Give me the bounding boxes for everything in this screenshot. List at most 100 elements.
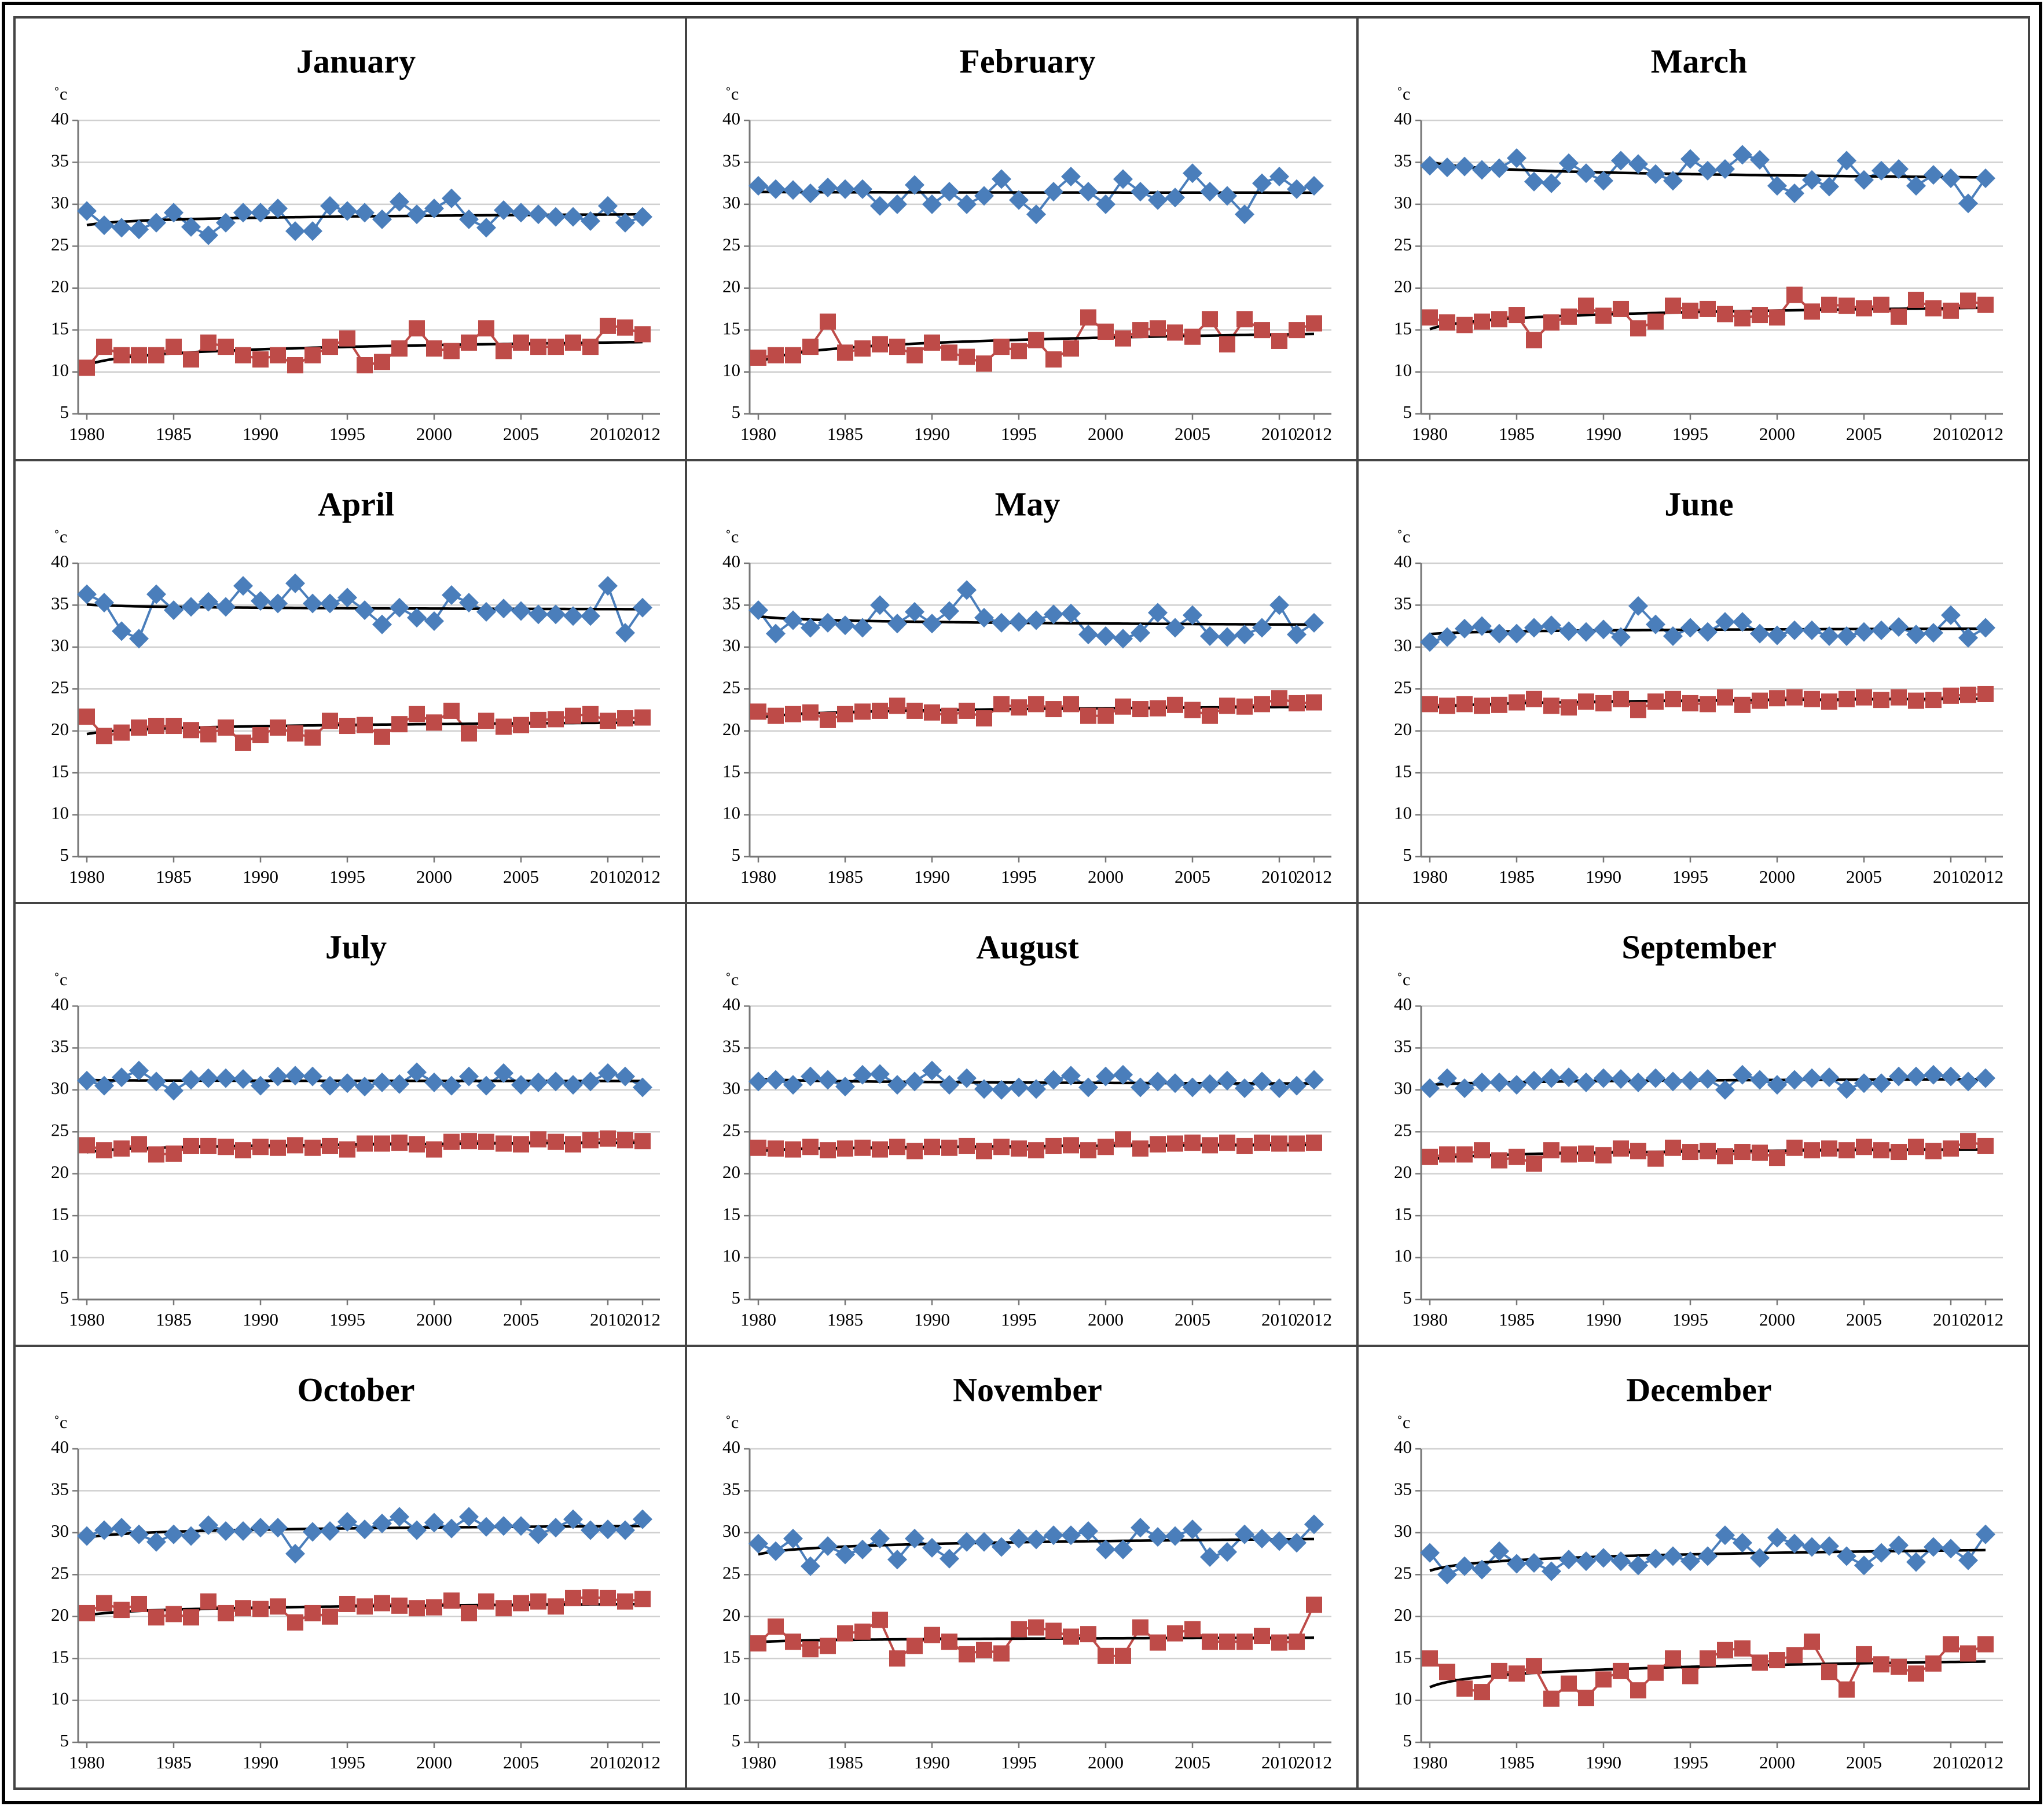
y-tick-label: 40 (1394, 108, 1412, 129)
point (199, 1068, 218, 1088)
point (907, 1143, 923, 1159)
point (941, 1139, 957, 1156)
point (251, 1075, 270, 1096)
point (1131, 1077, 1150, 1097)
point (268, 199, 288, 219)
y-tick-label: 20 (722, 1162, 740, 1182)
x-tick-label: 2012 (1296, 424, 1332, 444)
point (1752, 1654, 1768, 1671)
point (252, 351, 269, 368)
point (1889, 159, 1909, 179)
point (1559, 621, 1579, 641)
panel-border (685, 16, 1359, 461)
x-tick-label: 2010 (590, 1309, 626, 1330)
point (802, 1641, 819, 1658)
point (1472, 616, 1492, 636)
point (1202, 311, 1218, 328)
y-tick-label: 15 (51, 1646, 69, 1666)
x-tick-label: 2005 (1175, 424, 1210, 444)
point (1115, 1647, 1131, 1664)
y-axis-unit: ˚c (1397, 527, 1410, 546)
y-tick-label: 10 (722, 1246, 740, 1266)
point (390, 1507, 409, 1527)
point (854, 1139, 871, 1156)
point (1509, 694, 1525, 711)
y-tick-label: 25 (722, 1562, 740, 1583)
point (1271, 332, 1287, 349)
point (1167, 696, 1183, 713)
point (337, 588, 357, 608)
point (252, 1139, 269, 1155)
y-tick-label: 5 (60, 402, 69, 422)
point (1200, 1547, 1220, 1567)
point (959, 702, 975, 719)
point (820, 1142, 836, 1159)
y-tick-label: 20 (722, 719, 740, 739)
point (1871, 1543, 1891, 1563)
point (511, 1075, 531, 1095)
point (443, 343, 460, 359)
y-tick-label: 30 (1394, 635, 1412, 655)
point (216, 1521, 236, 1541)
point (1306, 1596, 1322, 1613)
point (905, 1528, 924, 1548)
point (424, 199, 444, 219)
point (940, 1548, 959, 1569)
point (1011, 343, 1027, 359)
y-tick-label: 25 (722, 1119, 740, 1140)
point (322, 339, 338, 355)
point (148, 1609, 164, 1626)
point (1786, 287, 1803, 303)
point (1474, 698, 1490, 714)
point (1750, 1548, 1770, 1568)
point (1115, 698, 1131, 715)
y-tick-label: 35 (722, 150, 740, 171)
x-tick-label: 1985 (1499, 424, 1535, 444)
point (582, 339, 599, 355)
point (304, 1139, 321, 1156)
point (634, 1133, 651, 1150)
point (1044, 1525, 1063, 1546)
point (1576, 622, 1596, 642)
point (476, 602, 496, 622)
y-axis-unit: ˚c (1397, 85, 1410, 104)
point (251, 591, 270, 611)
point (1472, 1559, 1492, 1580)
point (1236, 1137, 1253, 1154)
point (1044, 1070, 1063, 1090)
point (853, 1064, 872, 1085)
point (287, 357, 303, 373)
point (494, 1516, 513, 1536)
point (1165, 618, 1185, 638)
point (94, 593, 114, 613)
point (1646, 614, 1665, 634)
point (993, 696, 1010, 713)
point (802, 339, 819, 355)
point (1061, 603, 1081, 623)
point (907, 702, 923, 719)
x-tick-label: 2000 (1759, 1309, 1795, 1330)
point (1420, 1078, 1440, 1098)
point (1269, 167, 1289, 187)
point (1628, 154, 1648, 174)
point (802, 1139, 819, 1155)
panel-border (685, 1345, 1359, 1790)
point (337, 1512, 357, 1532)
x-tick-label: 2000 (416, 867, 452, 887)
point (785, 706, 801, 722)
chart-panel: February ˚c 5 10 15 20 25 30 35 40 1980 1985 1990 199… (685, 16, 1359, 461)
point (1663, 626, 1683, 647)
point (992, 612, 1011, 633)
point (783, 180, 803, 200)
point (837, 706, 853, 722)
point (1269, 1531, 1289, 1551)
point (1526, 332, 1542, 348)
point (1908, 291, 1924, 308)
point (617, 1593, 633, 1610)
x-tick-label: 2005 (1846, 867, 1882, 887)
chart-title: October (298, 1371, 415, 1408)
point (837, 1140, 853, 1157)
point (1420, 156, 1440, 176)
point (581, 1071, 600, 1092)
y-tick-label: 40 (722, 551, 740, 571)
